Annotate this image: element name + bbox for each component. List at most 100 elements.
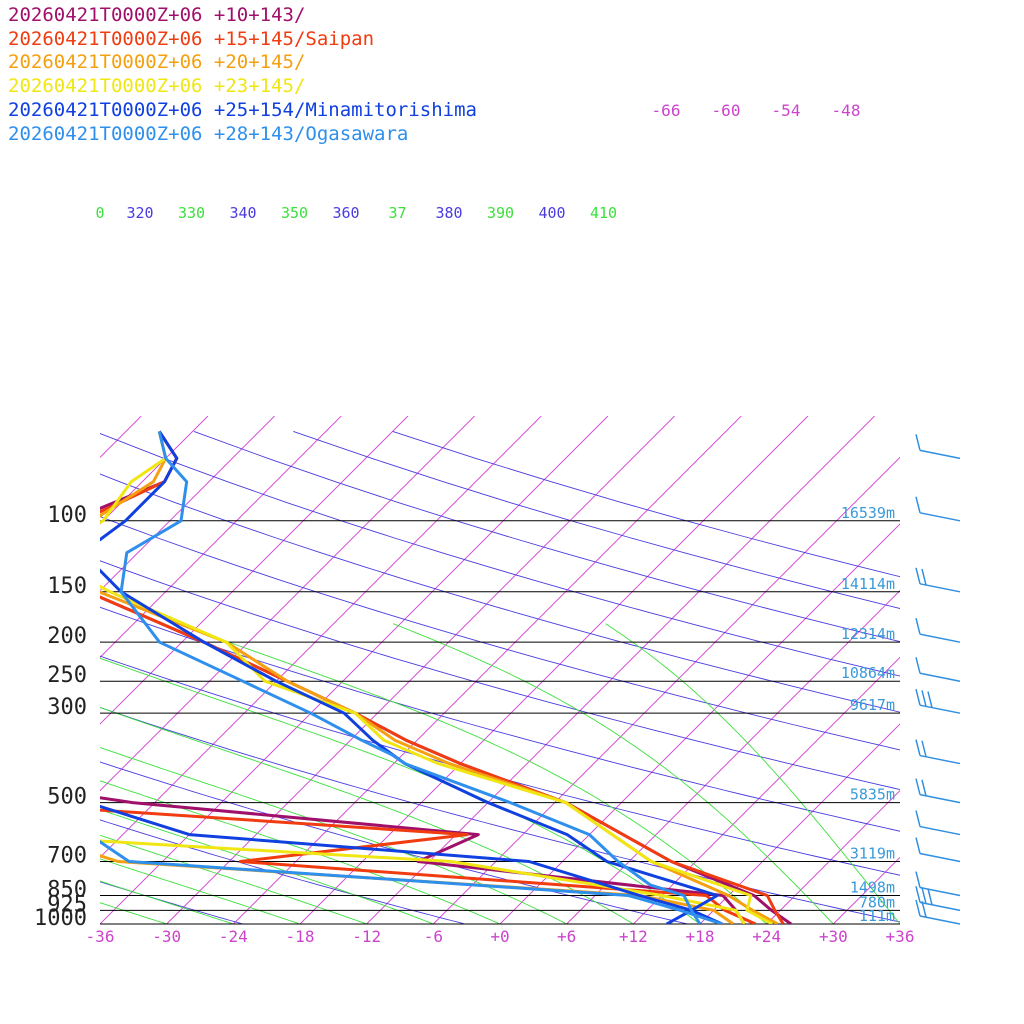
wind-barb (915, 778, 961, 804)
isotherm-line (100, 415, 275, 592)
temperature-tick-label: +30 (819, 927, 848, 946)
temperature-tick-label: -66 (652, 101, 681, 120)
wind-barb-feather (915, 810, 921, 827)
wind-barb-feather (915, 496, 921, 513)
isotherm-line (633, 656, 900, 924)
theta-label: 390 (487, 204, 514, 222)
wind-barb-staff (919, 672, 961, 682)
wind-barb-feather (921, 779, 927, 797)
dry-adiabat-line (100, 560, 900, 790)
temperature-tick-label: -30 (152, 927, 181, 946)
theta-label: 360 (332, 204, 359, 222)
moist-adiabat-line (392, 623, 834, 924)
pressure-label: 250 (47, 663, 87, 688)
theta-label: 340 (229, 204, 256, 222)
pressure-label: 700 (47, 844, 87, 869)
wind-barb (915, 739, 961, 765)
temperature-tick-label: +18 (686, 927, 715, 946)
wind-barb (915, 496, 961, 522)
temperature-tick-label: -24 (219, 927, 248, 946)
wind-barb (915, 837, 961, 863)
height-label: 3119m (850, 845, 895, 863)
temperature-tick-label: +12 (619, 927, 648, 946)
dry-adiabat-line (100, 473, 900, 713)
temperature-tick-label: -12 (352, 927, 381, 946)
legend-entry: 20260421T0000Z+06 +25+154/Minamitorishim… (8, 98, 477, 121)
temperature-tick-label: +0 (490, 927, 509, 946)
dewpoint-profile-4 (100, 839, 746, 924)
wind-barb-feather (915, 739, 921, 756)
wind-barb-feather (915, 617, 921, 635)
moist-adiabat-line (100, 880, 234, 924)
wind-barb (915, 871, 961, 897)
isotherm-line (299, 415, 809, 924)
wind-barb-feather (915, 899, 921, 917)
theta-label: 0 (95, 204, 104, 222)
dewpoint-profile-3 (100, 854, 735, 924)
isotherm-line (566, 590, 900, 924)
moist-adiabat-line (100, 657, 701, 924)
dewpoint-profile-1 (100, 796, 746, 924)
wind-barb-staff (919, 793, 961, 804)
wind-barb-feather (915, 688, 921, 706)
height-label: 14114m (841, 575, 895, 593)
wind-barb-staff (919, 449, 961, 460)
isotherm-line (233, 415, 742, 924)
isotherm-line (100, 415, 342, 658)
wind-barb-staff (919, 825, 961, 836)
theta-label: 37 (388, 204, 406, 222)
temperature-tick-label: -36 (86, 927, 115, 946)
wind-barb-feather (927, 691, 933, 708)
wind-barb (915, 657, 961, 682)
isotherm-line (699, 723, 900, 924)
wind-barb-feather (915, 778, 921, 795)
pressure-label: 1000 (34, 906, 87, 931)
background-lines (0, 415, 1024, 924)
height-label: 9617m (850, 696, 895, 714)
moist-adiabat-line (100, 746, 567, 924)
wind-barbs (915, 434, 961, 925)
isotherm-line (433, 456, 900, 924)
wind-barb-staff (919, 512, 961, 522)
temperature-tick-label: -60 (712, 101, 741, 120)
legend-entry: 20260421T0000Z+06 +20+145/ (8, 51, 306, 74)
temperature-profile-3 (100, 431, 779, 924)
height-label: 16539m (841, 504, 895, 522)
axis-labels: 100 16539m 150 14114m 200 12314m 250 10864m 300 9… (34, 101, 914, 946)
temperature-profile-4 (100, 431, 773, 924)
dry-adiabat-line (100, 433, 900, 677)
moist-adiabat-line (100, 834, 367, 924)
wind-barb-staff (919, 754, 961, 765)
wind-barb (915, 886, 961, 912)
height-label: 780m (859, 893, 895, 911)
wind-barb-staff (919, 583, 961, 593)
wind-barb-staff (919, 886, 961, 897)
dry-adiabat-line (100, 516, 900, 751)
moist-adiabat-line (100, 809, 434, 924)
wind-barb-feather (921, 740, 927, 757)
wind-barb (915, 688, 961, 714)
height-label: 10864m (841, 664, 895, 682)
wind-barb-feather (921, 901, 927, 918)
temperature-tick-label: -6 (424, 927, 443, 946)
pressure-label: 200 (47, 624, 87, 649)
wind-barb-feather (915, 657, 921, 674)
height-label: 12314m (841, 625, 895, 643)
moist-adiabat-line (100, 780, 501, 924)
isotherm-line (166, 415, 675, 924)
dry-adiabat-line (100, 606, 900, 832)
moist-adiabat-line (605, 623, 900, 924)
sounding-profiles (100, 430, 792, 924)
wind-barb-feather (915, 567, 921, 584)
dry-adiabat-line (100, 655, 900, 876)
isotherm-line (967, 416, 1024, 924)
isotherm-line (366, 415, 875, 924)
dry-adiabat-line (100, 761, 690, 924)
theta-label: 330 (178, 204, 205, 222)
legend-entry: 20260421T0000Z+06 +10+143/ (8, 4, 306, 26)
pressure-label: 300 (47, 695, 87, 720)
wind-barb-feather (915, 871, 921, 888)
isotherm-line (0, 416, 8, 924)
legend-entry: 20260421T0000Z+06 +15+145/Saipan (8, 27, 375, 50)
